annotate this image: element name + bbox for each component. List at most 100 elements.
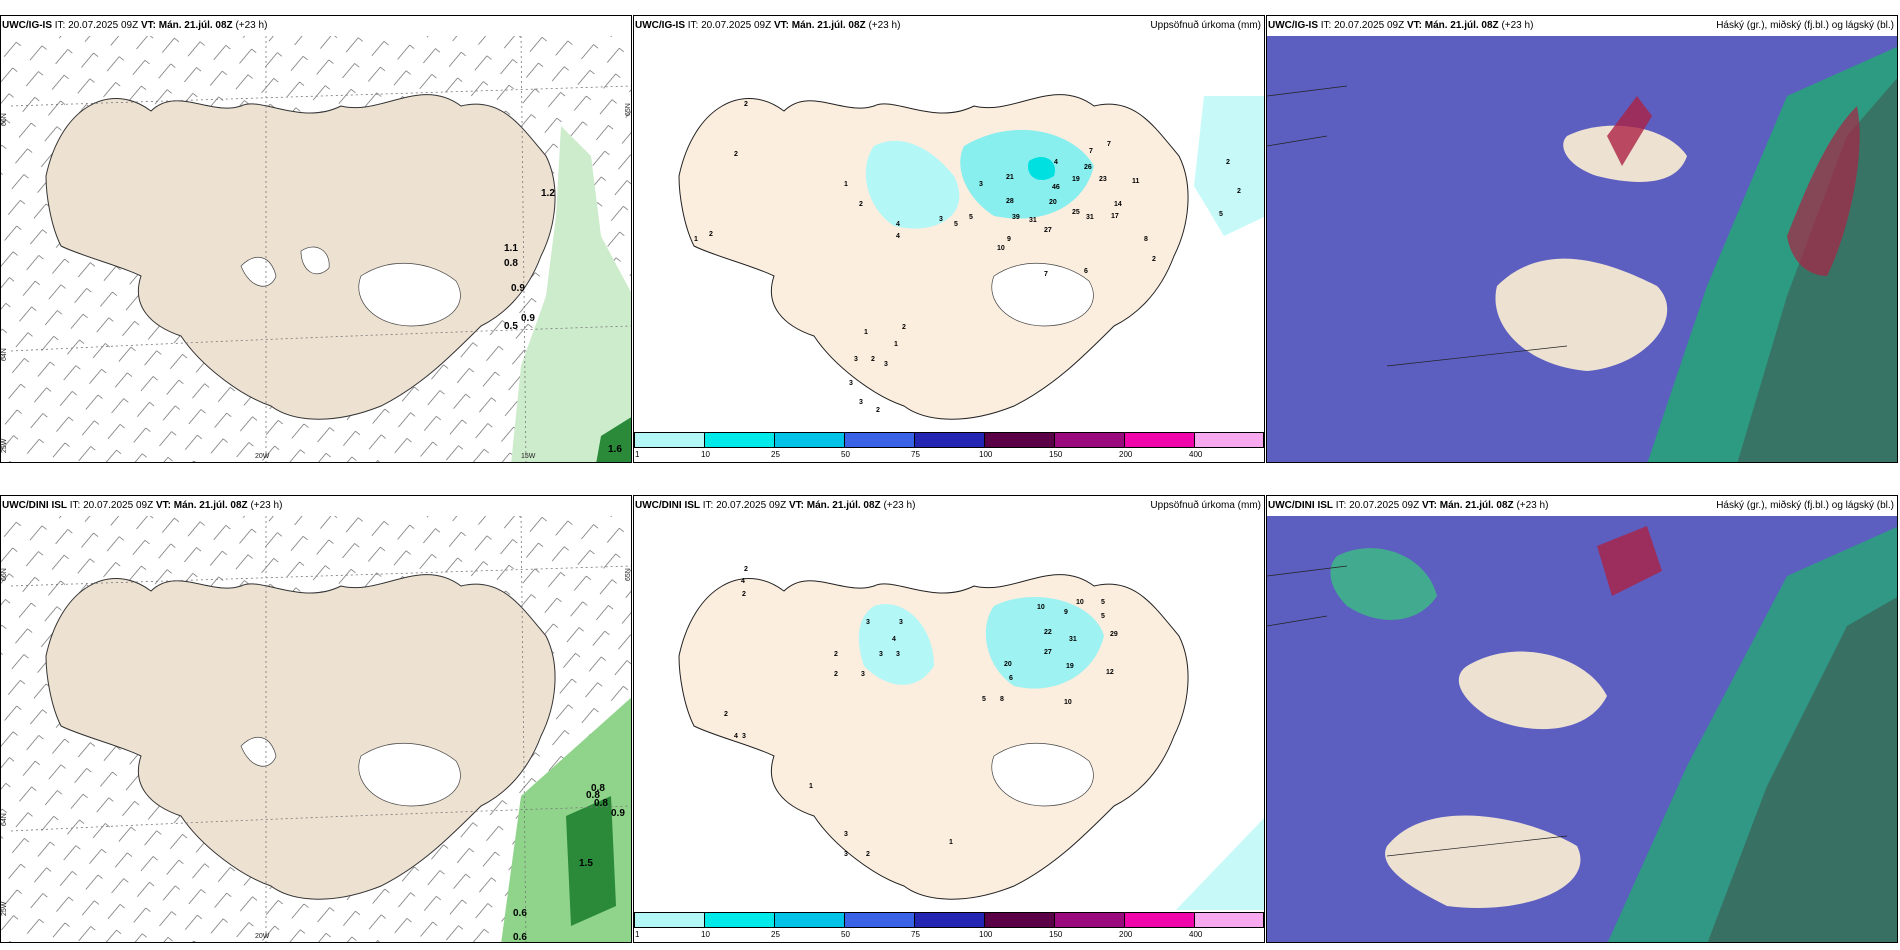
map-value: 31 bbox=[1029, 217, 1037, 224]
map-value: 8 bbox=[1144, 236, 1148, 243]
panel-header: UWC/IG-IS IT: 20.07.2025 09Z VT: Mán. 21… bbox=[1267, 16, 1897, 36]
map-value: 4 bbox=[1054, 159, 1058, 166]
map-value: 6 bbox=[1084, 268, 1088, 275]
cloud-map bbox=[1267, 36, 1897, 462]
map-value: 3 bbox=[979, 181, 983, 188]
colorbar-tick: 50 bbox=[841, 450, 850, 459]
colorbar-tick: 1 bbox=[635, 930, 640, 939]
mid-cloud-thick bbox=[1707, 597, 1897, 942]
map-value: 22 bbox=[1044, 629, 1052, 636]
map-value: 17 bbox=[1111, 213, 1119, 220]
field-title: Háský (gr.), miðský (fj.bl.) og lágský (… bbox=[1716, 500, 1894, 511]
glacier bbox=[358, 742, 461, 807]
panel-header: UWC/DINI ISL IT: 20.07.2025 09Z VT: Mán.… bbox=[1267, 496, 1897, 516]
precip-area-heavy bbox=[1028, 156, 1055, 181]
map-value: 2 bbox=[744, 101, 748, 108]
map-value: 1.2 bbox=[541, 188, 555, 199]
map-value: 0.6 bbox=[513, 908, 527, 919]
colorbar-swatch bbox=[844, 912, 915, 928]
map-value: 2 bbox=[742, 591, 746, 598]
colorbar-tick: 100 bbox=[979, 450, 993, 459]
precip-area bbox=[865, 140, 960, 229]
model-name: UWC/IG-IS bbox=[2, 20, 52, 31]
it-value: 20.07.2025 09Z bbox=[716, 500, 787, 511]
model-name: UWC/DINI ISL bbox=[635, 500, 700, 511]
map-value: 2 bbox=[876, 407, 880, 414]
mid-cloud bbox=[1330, 548, 1437, 620]
colorbar-swatch bbox=[774, 912, 845, 928]
map-value: 2 bbox=[724, 711, 728, 718]
map-value: 4 bbox=[734, 733, 738, 740]
colorbar-swatch bbox=[914, 432, 985, 448]
precip-colorbar: 1 10 25 50 75 100 150 200 400 bbox=[634, 430, 1264, 462]
high-cloud bbox=[1787, 106, 1860, 276]
map-value: 3 bbox=[899, 619, 903, 626]
map-value: 5 bbox=[1101, 599, 1105, 606]
lat-label-right: 65N bbox=[625, 103, 632, 116]
map-value: 1 bbox=[844, 181, 848, 188]
colorbar-swatch bbox=[1054, 912, 1125, 928]
map-value: 0.8 bbox=[586, 790, 600, 801]
map-value: 3 bbox=[884, 361, 888, 368]
precip-values: 2 4 2 3 3 4 3 3 2 2 3 20 22 27 31 19 29 … bbox=[724, 566, 1118, 858]
field-title: Uppsöfnuð úrkoma (mm) bbox=[1150, 20, 1261, 31]
precip-area bbox=[511, 126, 631, 462]
vt-value: Mán. 21.júl. 08Z bbox=[1439, 500, 1514, 511]
precip-values: 1.2 1.1 0.8 0.9 0.9 0.5 1.6 bbox=[504, 188, 622, 455]
vt-label: VT: bbox=[1406, 20, 1422, 31]
precip-values: 0.8 0.8 0.8 0.9 1.5 0.6 0.6 bbox=[513, 783, 625, 942]
colorbar-tick: 200 bbox=[1119, 450, 1133, 459]
coastline bbox=[1267, 85, 1568, 367]
coastline bbox=[1267, 565, 1568, 857]
colorbar-tick: 150 bbox=[1049, 450, 1063, 459]
colorbar-swatch bbox=[634, 912, 705, 928]
panel-dini-wind: UWC/DINI ISL IT: 20.07.2025 09Z VT: Mán.… bbox=[0, 495, 632, 943]
precip-values: 1 2 2 2 1 2 4 4 3 5 3 5 21 28 39 31 27 4… bbox=[694, 101, 1241, 414]
map-value: 2 bbox=[734, 151, 738, 158]
map-value: 4 bbox=[892, 636, 896, 643]
map-value: 10 bbox=[997, 245, 1005, 252]
map-value: 9 bbox=[1007, 236, 1011, 243]
it-label: IT: bbox=[702, 500, 714, 511]
colorbar-tick: 50 bbox=[841, 930, 850, 939]
map-value: 2 bbox=[1152, 256, 1156, 263]
lead-time: (+23 h) bbox=[883, 500, 916, 511]
map-value: 8 bbox=[1000, 696, 1004, 703]
precip-area-sea bbox=[1174, 818, 1264, 912]
map-value: 3 bbox=[866, 619, 870, 626]
it-value: 20.07.2025 09Z bbox=[83, 500, 154, 511]
lon-label-left: 25W bbox=[1, 901, 8, 916]
map-value: 25 bbox=[1072, 209, 1080, 216]
map-value: 1.6 bbox=[608, 444, 622, 455]
lead-time: (+23 h) bbox=[868, 20, 901, 31]
clear-land bbox=[1385, 815, 1581, 908]
map-value: 5 bbox=[969, 214, 973, 221]
colorbar-swatch bbox=[1124, 432, 1195, 448]
colorbar-swatch bbox=[1194, 912, 1264, 928]
vt-label: VT: bbox=[1421, 500, 1437, 511]
colorbar-swatch bbox=[774, 432, 845, 448]
lead-time: (+23 h) bbox=[1516, 500, 1549, 511]
panel-header: UWC/IG-IS IT: 20.07.2025 09Z VT: Mán. 21… bbox=[1, 16, 631, 36]
precip-area bbox=[858, 604, 934, 685]
field-title: Háský (gr.), miðský (fj.bl.) og lágský (… bbox=[1716, 20, 1894, 31]
map-value: 3 bbox=[844, 851, 848, 858]
iceland-land bbox=[678, 94, 1189, 420]
colorbar-tick: 400 bbox=[1189, 930, 1203, 939]
it-value: 20.07.2025 09Z bbox=[1334, 20, 1405, 31]
high-cloud bbox=[1597, 526, 1662, 596]
colorbar-swatch bbox=[704, 912, 775, 928]
clear-land bbox=[1495, 258, 1668, 371]
map-value: 3 bbox=[742, 733, 746, 740]
map-value: 3 bbox=[939, 216, 943, 223]
panel-dini-precip: UWC/DINI ISL IT: 20.07.2025 09Z VT: Mán.… bbox=[633, 495, 1265, 943]
map-value: 19 bbox=[1066, 663, 1074, 670]
graticule bbox=[10, 36, 631, 462]
map-value: 2 bbox=[871, 356, 875, 363]
colorbar-tick: 10 bbox=[701, 930, 710, 939]
vt-value: Mán. 21.júl. 08Z bbox=[1424, 20, 1499, 31]
colorbar-swatch bbox=[1124, 912, 1195, 928]
colorbar-swatch bbox=[984, 432, 1055, 448]
precip-area bbox=[985, 597, 1104, 689]
precip-area-heavy bbox=[566, 796, 616, 926]
